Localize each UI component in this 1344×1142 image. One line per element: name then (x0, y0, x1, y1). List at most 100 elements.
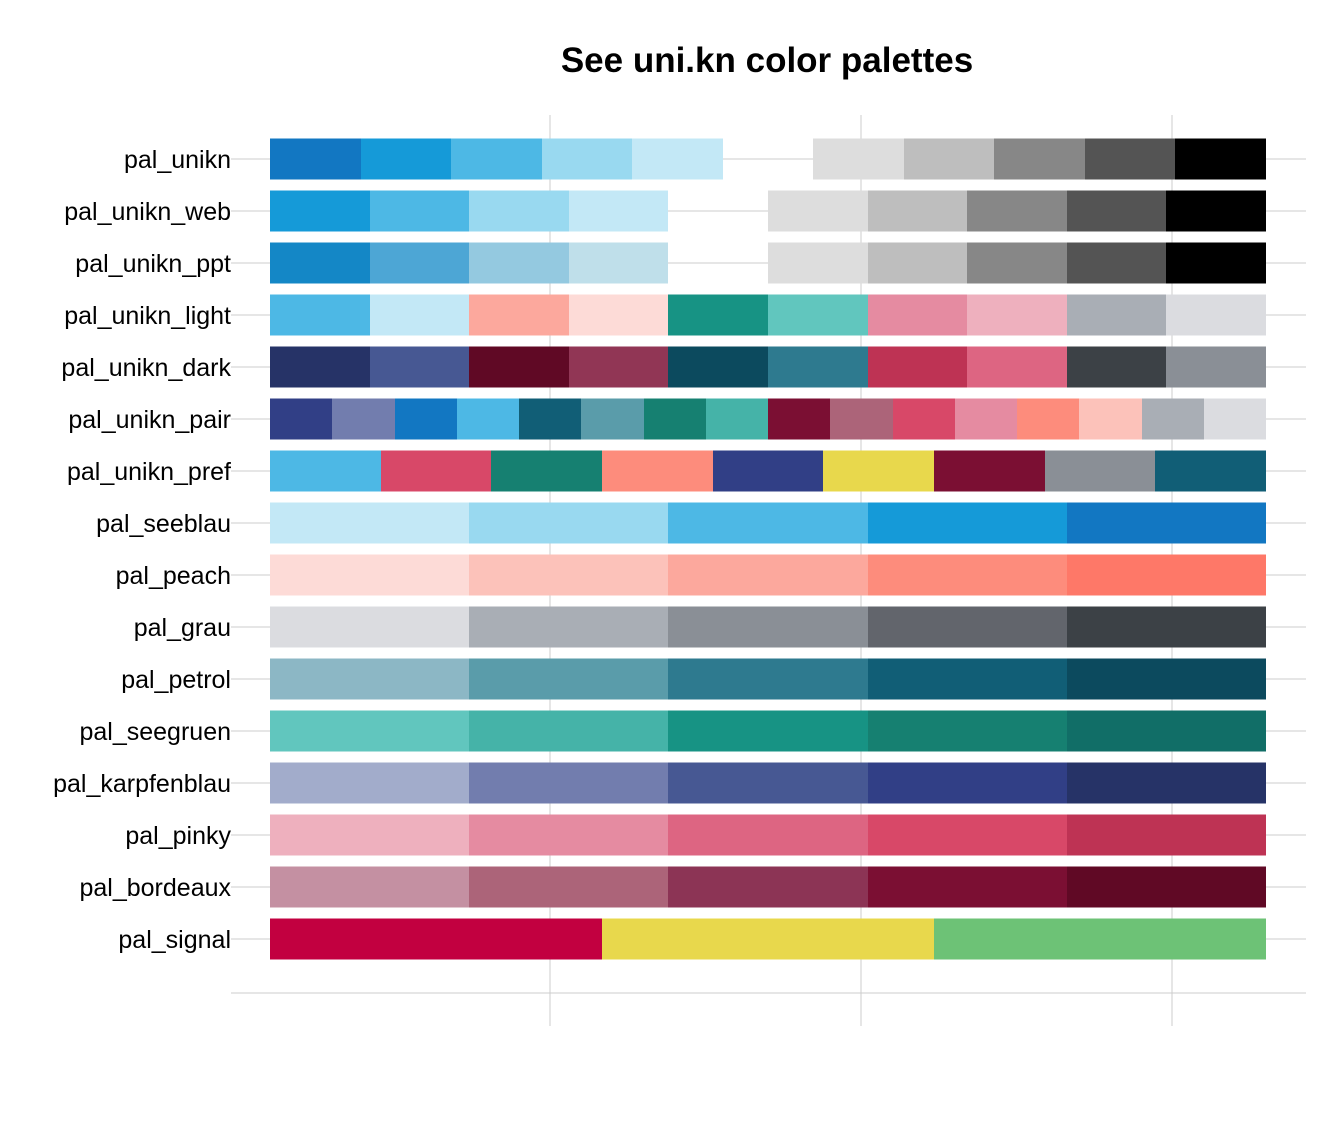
color-swatch (868, 606, 1067, 648)
color-swatch (1166, 190, 1266, 232)
color-swatch (668, 866, 868, 908)
color-swatch (668, 814, 868, 856)
color-swatch (581, 398, 644, 440)
color-swatch (469, 554, 668, 596)
color-swatch (270, 918, 602, 960)
color-swatch (768, 398, 830, 440)
color-swatch (395, 398, 457, 440)
color-swatch (868, 814, 1067, 856)
color-swatch (768, 190, 868, 232)
color-swatch (1045, 450, 1155, 492)
color-swatch (270, 866, 469, 908)
color-swatch (469, 294, 569, 336)
color-swatch (668, 710, 868, 752)
color-swatch (370, 242, 469, 284)
color-swatch (270, 710, 469, 752)
color-swatch (668, 606, 868, 648)
color-swatch (868, 762, 1067, 804)
color-swatch (457, 398, 519, 440)
color-swatch (830, 398, 893, 440)
color-swatch (868, 242, 967, 284)
color-swatch (469, 814, 668, 856)
color-swatch (569, 346, 668, 388)
palette-label: pal_pinky (125, 822, 231, 850)
color-swatch (1067, 554, 1266, 596)
color-swatch (994, 138, 1085, 180)
palette-label: pal_unikn_ppt (75, 250, 231, 278)
color-swatch (1175, 138, 1266, 180)
color-swatch (1067, 710, 1266, 752)
color-swatch (868, 502, 1067, 544)
color-swatch (332, 398, 395, 440)
color-swatch (1142, 398, 1204, 440)
color-swatch (270, 762, 469, 804)
color-swatch (1067, 814, 1266, 856)
color-swatch (868, 554, 1067, 596)
palette-label: pal_unikn_pref (67, 458, 231, 486)
color-swatch (1079, 398, 1142, 440)
color-swatch (569, 242, 668, 284)
color-swatch (381, 450, 491, 492)
palette-label: pal_petrol (121, 666, 231, 694)
palette-label: pal_unikn_dark (61, 354, 231, 382)
palette-label: pal_seegruen (79, 718, 231, 746)
color-swatch (955, 398, 1017, 440)
palette-label: pal_bordeaux (79, 874, 231, 902)
color-swatch (270, 502, 469, 544)
color-swatch (1204, 398, 1266, 440)
color-swatch (270, 450, 381, 492)
color-swatch (469, 190, 569, 232)
color-swatch (967, 346, 1067, 388)
color-swatch (1155, 450, 1266, 492)
row-labels: pal_unikn pal_unikn_web pal_unikn_ppt pal_u… (53, 146, 231, 954)
color-swatch (569, 294, 668, 336)
color-swatch (519, 398, 581, 440)
color-swatch (868, 294, 967, 336)
color-swatch (1067, 242, 1166, 284)
color-swatch (768, 346, 868, 388)
color-swatch (967, 294, 1067, 336)
palette-label: pal_grau (134, 614, 231, 642)
palette-label: pal_unikn_web (64, 198, 231, 226)
color-swatch (868, 710, 1067, 752)
color-swatch (270, 190, 370, 232)
color-swatch (1067, 346, 1166, 388)
color-swatch (451, 138, 542, 180)
color-swatch (270, 658, 469, 700)
color-swatch (1067, 502, 1266, 544)
color-swatch (904, 138, 994, 180)
color-swatch (542, 138, 632, 180)
color-swatch (967, 190, 1067, 232)
color-swatch (934, 450, 1045, 492)
palette-label: pal_peach (116, 562, 231, 590)
color-swatch (668, 502, 868, 544)
color-swatch (1067, 190, 1166, 232)
color-swatch (644, 398, 706, 440)
color-swatch (768, 242, 868, 284)
color-swatch (868, 346, 967, 388)
color-swatch (602, 918, 934, 960)
color-swatch (1067, 294, 1166, 336)
color-swatch (632, 138, 723, 180)
color-swatch (1067, 866, 1266, 908)
chart-title: See uni.kn color palettes (561, 41, 973, 80)
color-swatch (713, 450, 823, 492)
color-swatch (270, 814, 469, 856)
color-swatch (1085, 138, 1175, 180)
color-swatch (768, 294, 868, 336)
palette-label: pal_unikn_light (64, 302, 231, 330)
color-swatch (469, 866, 668, 908)
color-swatch (469, 606, 668, 648)
color-swatch (967, 242, 1067, 284)
color-swatch (668, 294, 768, 336)
color-swatch (270, 346, 370, 388)
color-swatch (1166, 242, 1266, 284)
color-swatch (1067, 762, 1266, 804)
color-swatch (370, 346, 469, 388)
color-swatch (270, 554, 469, 596)
color-swatch (706, 398, 768, 440)
color-swatch (469, 242, 569, 284)
color-swatch (370, 294, 469, 336)
color-swatch (1166, 294, 1266, 336)
